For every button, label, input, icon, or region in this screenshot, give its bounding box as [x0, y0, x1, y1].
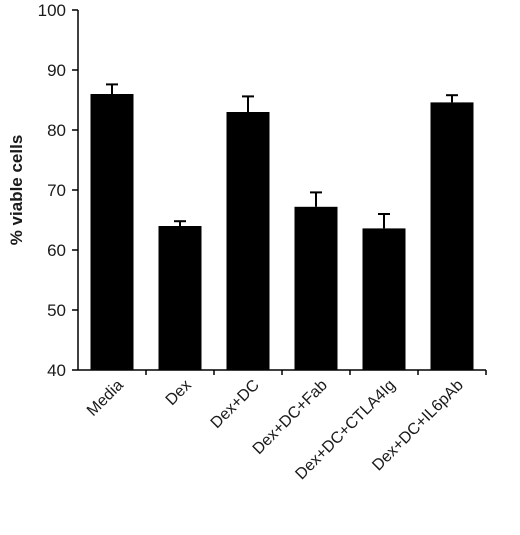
y-tick-label: 80 — [47, 121, 66, 140]
bars — [90, 94, 474, 371]
y-tick-label: 70 — [47, 181, 66, 200]
y-tick-label: 40 — [47, 361, 66, 380]
y-tick-label: 50 — [47, 301, 66, 320]
axes — [77, 10, 486, 371]
x-category-label: Dex+DC — [208, 377, 263, 432]
y-axis-title: % viable cells — [7, 135, 26, 246]
x-category-labels: Media Dex Dex+DCDex+DC+FabDex+DC+CTLA4IgDe… — [84, 370, 487, 483]
y-tick-label: 90 — [47, 61, 66, 80]
x-category-label: Media — [84, 377, 127, 420]
bar-dex — [158, 226, 202, 370]
bar-media — [90, 94, 134, 370]
bar-dex-dc-il6pab — [430, 102, 474, 371]
x-category-label: Dex — [163, 377, 195, 409]
y-ticks: 40 50 60 70 80 90 100 — [38, 1, 78, 380]
bar-dex-dc — [226, 112, 270, 370]
bar-dex-dc-ctla4ig — [362, 228, 406, 370]
bar-dex-dc-fab — [294, 206, 338, 370]
y-tick-label: 100 — [38, 1, 66, 20]
y-tick-label: 60 — [47, 241, 66, 260]
error-bars — [106, 83, 458, 229]
